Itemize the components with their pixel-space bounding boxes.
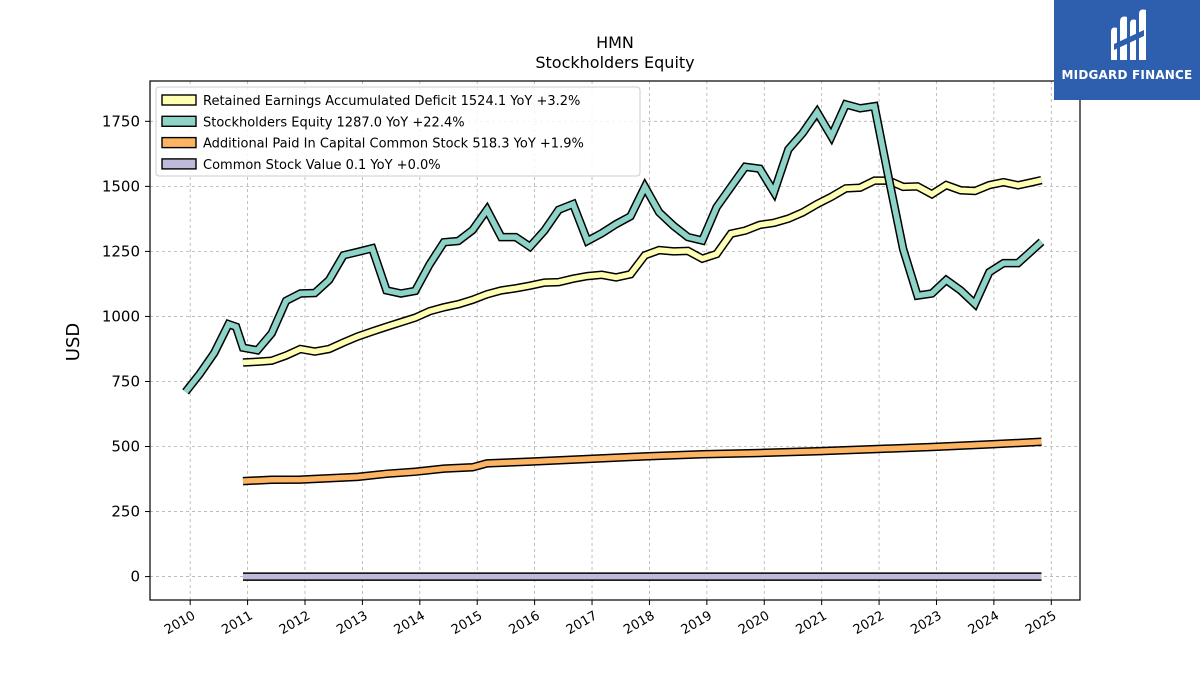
x-tick-label: 2011 <box>219 608 255 638</box>
chart-title: HMN <box>596 33 634 52</box>
legend-box <box>155 86 641 177</box>
x-tick-label: 2020 <box>736 608 772 638</box>
y-tick-label: 1500 <box>102 177 140 195</box>
x-tick-label: 2023 <box>908 608 944 638</box>
legend-swatch <box>161 94 197 106</box>
x-tick-label: 2024 <box>966 608 1002 638</box>
series-1 <box>182 99 1045 395</box>
plot-series <box>182 99 1045 581</box>
y-tick-label: 750 <box>111 372 140 390</box>
legend-entry: Stockholders Equity 1287.0 YoY +22.4% <box>203 115 465 130</box>
x-tick-label: 2010 <box>162 608 198 638</box>
x-tick-label: 2025 <box>1023 608 1059 638</box>
x-axis: 2010 2011 2012 2013 2014 2015 2016 2017 2018 2019… <box>162 600 1059 638</box>
y-tick-label: 0 <box>130 568 140 586</box>
chart-subtitle: Stockholders Equity <box>535 53 694 72</box>
x-tick-label: 2016 <box>506 608 542 638</box>
y-tick-label: 1750 <box>102 112 140 130</box>
series-line <box>242 439 1042 484</box>
series-0 <box>242 175 1043 367</box>
legend-swatch <box>161 136 197 149</box>
legend-entry: Retained Earnings Accumulated Deficit 15… <box>203 94 580 109</box>
x-tick-label: 2012 <box>277 608 313 638</box>
legend-entry: Common Stock Value 0.1 YoY +0.0% <box>203 158 441 173</box>
legend-swatch <box>161 115 197 128</box>
legend-entry: Additional Paid In Capital Common Stock … <box>203 137 584 152</box>
x-tick-label: 2015 <box>449 608 485 638</box>
y-tick-label: 1250 <box>102 242 140 260</box>
legend-swatch <box>161 158 197 170</box>
y-tick-label: 250 <box>111 503 140 521</box>
y-axis-label: USD <box>63 323 84 361</box>
x-tick-label: 2017 <box>564 608 600 638</box>
x-tick-label: 2022 <box>851 608 887 638</box>
y-axis: 0 250 500 750 1000 1250 1500 1750 <box>102 112 150 586</box>
x-tick-label: 2019 <box>679 608 715 638</box>
series-2 <box>242 437 1042 486</box>
x-tick-label: 2021 <box>794 608 830 638</box>
x-tick-label: 2013 <box>334 608 370 638</box>
y-tick-label: 500 <box>111 438 140 456</box>
series-line <box>242 177 1043 366</box>
legend: Retained Earnings Accumulated Deficit 15… <box>155 86 641 177</box>
y-tick-label: 1000 <box>102 307 140 325</box>
logo-text: MIDGARD FINANCE <box>1061 68 1193 82</box>
x-tick-label: 2014 <box>392 608 428 638</box>
brand-logo: MIDGARD FINANCE <box>1054 0 1200 100</box>
series-line <box>183 101 1044 394</box>
x-tick-label: 2018 <box>621 608 657 638</box>
logo-mark-icon <box>1111 9 1146 60</box>
plot-frame <box>149 80 1081 601</box>
